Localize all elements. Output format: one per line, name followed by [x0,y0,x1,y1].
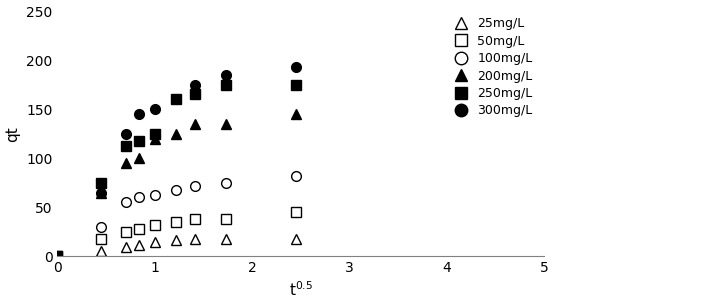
Legend: 25mg/L, 50mg/L, 100mg/L, 200mg/L, 250mg/L, 300mg/L: 25mg/L, 50mg/L, 100mg/L, 200mg/L, 250mg/… [444,13,537,122]
X-axis label: t$^{0.5}$: t$^{0.5}$ [288,281,312,300]
Y-axis label: qt: qt [6,126,21,142]
